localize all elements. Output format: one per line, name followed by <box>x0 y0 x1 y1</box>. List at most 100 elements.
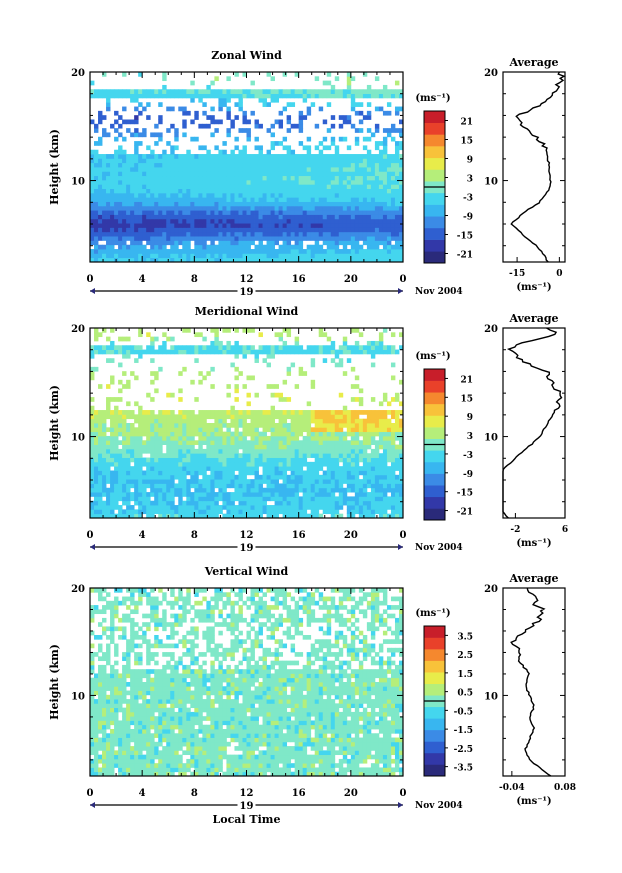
heatmap-cell <box>394 141 400 146</box>
heatmap-cell <box>306 492 312 497</box>
heatmap-cell <box>258 448 263 454</box>
heatmap-cell <box>326 145 332 151</box>
heatmap-cell <box>326 240 332 246</box>
heatmap-cell <box>210 440 215 445</box>
heatmap-cell <box>318 162 324 168</box>
heatmap-cell <box>254 349 259 355</box>
heatmap-cell <box>274 771 279 777</box>
heatmap-cell <box>334 201 340 207</box>
heatmap-cell <box>318 440 324 445</box>
heatmap-cell <box>150 414 155 420</box>
heatmap-cell <box>202 509 207 515</box>
heatmap-cell <box>206 115 211 120</box>
heatmap-cell <box>234 231 239 237</box>
heatmap-cell <box>158 102 163 107</box>
heatmap-cell <box>382 470 388 476</box>
heatmap-cell <box>98 332 103 338</box>
heatmap-cell <box>206 453 211 458</box>
heatmap-cell <box>274 158 279 164</box>
heatmap-cell <box>310 500 316 506</box>
heatmap-cell <box>102 453 107 458</box>
heatmap-cell <box>194 479 199 484</box>
heatmap-cell <box>182 349 187 355</box>
heatmap-cell <box>330 358 336 363</box>
heatmap-cell <box>362 444 368 450</box>
heatmap-cell <box>370 158 376 164</box>
heatmap-cell <box>202 145 207 151</box>
heatmap-cell <box>254 205 259 211</box>
heatmap-cell <box>394 214 400 220</box>
heatmap-cell <box>198 214 203 220</box>
heatmap-cell <box>262 414 267 420</box>
heatmap-cell <box>378 149 384 155</box>
heatmap-cell <box>306 192 312 198</box>
heatmap-cell <box>186 188 191 194</box>
heatmap-cell <box>190 496 195 502</box>
heatmap-cell <box>114 479 119 484</box>
heatmap-cell <box>382 392 388 398</box>
heatmap-cell <box>222 440 227 445</box>
heatmap-cell <box>386 188 392 194</box>
heatmap-cell <box>326 214 332 220</box>
heatmap-cell <box>266 353 271 359</box>
heatmap-cell <box>166 509 171 515</box>
heatmap-cell <box>150 162 155 168</box>
heatmap-cell <box>298 483 304 489</box>
heatmap-cell <box>238 197 243 202</box>
heatmap-cell <box>278 509 284 515</box>
heatmap-cell <box>214 197 219 202</box>
average-x-tick-label: 0 <box>556 269 562 279</box>
heatmap-cell <box>190 227 195 233</box>
heatmap-cell <box>362 158 368 164</box>
heatmap-cell <box>310 257 316 263</box>
heatmap-cell <box>166 167 171 172</box>
heatmap-cell <box>198 201 203 207</box>
heatmap-cell <box>398 379 404 385</box>
heatmap-cell <box>186 240 191 246</box>
colorbar-tick-label: 9 <box>467 413 473 423</box>
heatmap-cell <box>302 474 308 480</box>
heatmap-cell <box>238 106 243 112</box>
heatmap-cell <box>322 89 328 94</box>
heatmap-cell <box>246 453 251 458</box>
heatmap-cell <box>206 244 211 250</box>
heatmap-cell <box>338 115 344 120</box>
heatmap-cell <box>270 175 275 181</box>
heatmap-cell <box>190 505 195 510</box>
heatmap-cell <box>358 401 364 407</box>
heatmap-cell <box>98 418 103 424</box>
heatmap-cell <box>114 210 119 215</box>
heatmap-cell <box>334 513 340 519</box>
heatmap-cell <box>118 505 123 510</box>
heatmap-cell <box>250 418 255 424</box>
heatmap-cell <box>214 145 219 151</box>
heatmap-cell <box>114 423 119 428</box>
heatmap-cell <box>182 192 187 198</box>
heatmap-cell <box>254 162 259 168</box>
heatmap-cell <box>334 154 340 159</box>
heatmap-cell <box>126 167 131 172</box>
heatmap-cell <box>238 483 243 489</box>
heatmap-cell <box>174 171 179 177</box>
heatmap-cell <box>178 175 183 181</box>
heatmap-cell <box>254 249 259 254</box>
heatmap-cell <box>326 414 332 420</box>
heatmap-cell <box>330 418 336 424</box>
heatmap-cell <box>122 106 127 112</box>
heatmap-cell <box>166 128 171 133</box>
heatmap-cell <box>162 249 167 254</box>
heatmap-cell <box>326 167 332 172</box>
heatmap-cell <box>274 201 279 207</box>
heatmap-cell <box>322 461 328 467</box>
heatmap-cell <box>190 210 195 215</box>
heatmap-cell <box>266 218 271 224</box>
heatmap-cell <box>366 197 372 202</box>
heatmap-cell <box>318 179 324 185</box>
heatmap-cell <box>382 136 388 142</box>
heatmap-cell <box>378 205 384 211</box>
heatmap-cell <box>386 444 392 450</box>
heatmap-cell <box>378 227 384 233</box>
heatmap-cell <box>98 223 103 228</box>
heatmap-cell <box>282 345 288 350</box>
heatmap-cell <box>186 179 191 185</box>
